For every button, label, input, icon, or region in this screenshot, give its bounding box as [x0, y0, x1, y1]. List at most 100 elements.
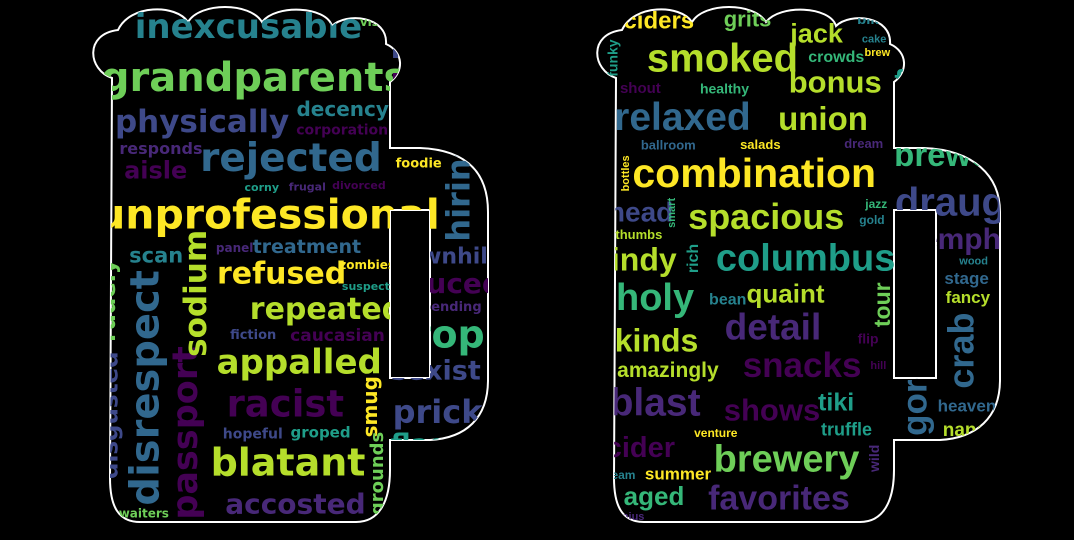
word-prick: prick	[393, 393, 484, 431]
word-bending: bending	[422, 300, 482, 315]
word-sexist: sexist	[391, 356, 481, 387]
word-memphis: memphis	[894, 223, 1026, 256]
word-hill: hill	[870, 360, 886, 372]
word-quaint: quaint	[747, 278, 825, 308]
word-appalled: appalled	[217, 343, 382, 383]
word-downhill: downhill	[390, 244, 495, 269]
word-crab: crab	[940, 313, 981, 389]
word-proactive: proactive	[391, 64, 529, 94]
word-truffle: truffle	[821, 419, 872, 439]
word-groped: groped	[291, 424, 351, 442]
word-columbus: columbus	[716, 237, 895, 279]
word-salads: salads	[740, 137, 780, 152]
word-bean: bean	[709, 291, 746, 308]
word-fiction: fiction	[230, 328, 276, 343]
word-physically: physically	[115, 104, 289, 140]
word-suspect: suspect	[342, 280, 390, 293]
word-cider: cider	[606, 432, 675, 464]
word-treatment: treatment	[253, 236, 362, 258]
word-flip: flip	[858, 331, 879, 347]
word-unhelpful: unhelpful	[390, 92, 583, 133]
mug-outline-right	[596, 6, 1001, 523]
word-aisle: aisle	[124, 157, 187, 185]
word-rich: rich	[685, 244, 702, 273]
word-grounds: grounds	[367, 432, 388, 515]
word-corny: corny	[245, 181, 280, 194]
word-mead: mead	[600, 196, 673, 227]
word-ballroom: ballroom	[641, 137, 696, 152]
word-panel: panel	[216, 241, 253, 255]
word-frugal: frugal	[289, 181, 326, 194]
word-detail: detail	[725, 307, 822, 348]
word-refused: refused	[217, 257, 346, 292]
word-sodium: sodium	[178, 230, 214, 357]
word-aioli: aioli	[954, 52, 978, 66]
word-stage: stage	[944, 269, 988, 288]
word-gold: gold	[859, 213, 884, 227]
word-venture: venture	[694, 426, 738, 440]
word-wood: wood	[958, 256, 988, 268]
word-breweries: breweries	[894, 136, 1048, 173]
positive-word-cloud: combination smoked draught relaxed blast holy…	[599, 7, 1048, 522]
word-foodie: foodie	[396, 157, 442, 172]
word-gorgeous: gorgeous	[896, 276, 935, 435]
word-cake: cake	[862, 33, 886, 45]
word-tiki: tiki	[818, 389, 854, 417]
word-superb: superb	[600, 280, 614, 320]
word-smug: smug	[358, 376, 382, 437]
word-sauced: sauced	[391, 267, 502, 300]
word-smoked: smoked	[647, 36, 798, 80]
word-rejected: rejected	[200, 136, 382, 181]
word-spacious: spacious	[688, 196, 844, 237]
word-responds: responds	[119, 139, 202, 158]
word-cream: cream	[600, 468, 635, 482]
word-bonus: bonus	[789, 64, 882, 99]
word-disrespect: disrespect	[123, 270, 169, 505]
word-union: union	[778, 100, 868, 137]
word-waiters: waiters	[119, 507, 169, 521]
word-honey: honey	[895, 475, 1004, 516]
word-funky: funky	[604, 39, 620, 77]
word-indy: indy	[611, 242, 677, 278]
word-amazingly: amazingly	[617, 359, 719, 382]
word-caucasian: caucasian	[290, 326, 385, 346]
word-rudely: rudely	[95, 259, 121, 342]
word-brew: brew	[865, 47, 891, 59]
word-stoplights: stoplights	[391, 312, 606, 356]
word-bottles: bottles	[620, 155, 632, 191]
word-accuse: accuse	[410, 499, 491, 523]
word-shows: shows	[724, 392, 820, 427]
word-zombies: zombies	[339, 258, 395, 272]
word-unprofessional: unprofessional	[96, 191, 440, 239]
word-crowds: crowds	[808, 49, 864, 66]
word-kinds: kinds	[615, 322, 699, 358]
word-combination: combination	[632, 150, 876, 196]
negative-word-cloud: unprofessional disrespect grandparents reje…	[95, 7, 606, 523]
word-brewery: brewery	[714, 439, 860, 481]
word-dream: dream	[844, 136, 883, 151]
word-wild: wild	[866, 445, 882, 473]
word-revenue: revenue	[100, 102, 115, 162]
word-tapas: tapas	[599, 142, 615, 179]
word-grandparents: grandparents	[101, 55, 407, 101]
word-passport: passport	[166, 346, 206, 519]
word-heaven: heaven	[938, 397, 997, 416]
word-accosted: accosted	[225, 487, 365, 520]
word-pleasantly: pleasantly	[895, 441, 1042, 474]
word-favorites: favorites	[708, 479, 850, 517]
word-cucumber: cucumber	[895, 96, 1048, 132]
word-inexcusable: inexcusable	[135, 7, 362, 47]
word-hopeful: hopeful	[223, 427, 283, 443]
word-aged: aged	[624, 481, 685, 511]
word-disgusted: disgusted	[98, 351, 124, 479]
word-racist: racist	[227, 382, 345, 425]
word-thumbs: thumbs	[615, 227, 662, 242]
word-blast: blast	[610, 382, 701, 425]
word-holy: holy	[616, 277, 694, 319]
word-fireplace: fireplace	[894, 65, 1017, 98]
word-draught: draught	[895, 180, 1044, 224]
word-sarcastic: sarcastic	[391, 9, 502, 34]
word-insulted: insulted	[390, 459, 555, 500]
word-tour: tour	[869, 282, 895, 327]
